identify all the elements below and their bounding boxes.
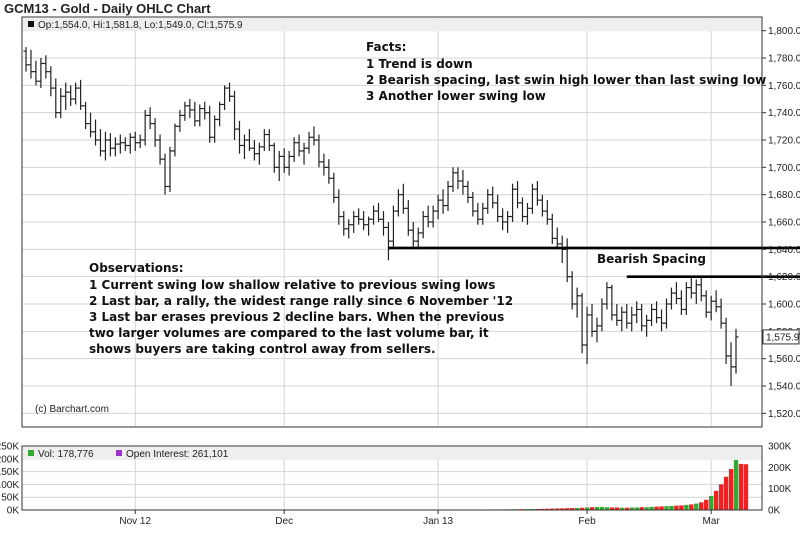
volume-bar (674, 506, 678, 510)
volume-bar (689, 504, 693, 510)
volume-tick-label: 0K (7, 506, 20, 517)
observations-line-5: shows buyers are taking control away fro… (89, 342, 436, 356)
volume-bar (744, 464, 748, 510)
volume-bar (704, 500, 708, 510)
price-tick-label: 1,800.0 (768, 26, 800, 37)
price-tick-label: 1,720.0 (768, 136, 800, 147)
observations-line-1: 1 Current swing low shallow relative to … (89, 278, 495, 292)
price-tick-label: 1,520.0 (768, 409, 800, 420)
volume-bar (669, 506, 673, 510)
price-tick-label: 1,740.0 (768, 108, 800, 119)
volume-bar (724, 477, 728, 510)
last-price-label: 1,575.9 (766, 332, 800, 343)
price-tick-label: 1,640.0 (768, 245, 800, 256)
oi-tick-label: 100K (768, 484, 792, 495)
observations-title: Observations: (89, 261, 184, 275)
time-tick-label: Feb (578, 516, 596, 527)
price-tick-label: 1,680.0 (768, 190, 800, 201)
volume-tick-label: 100K (0, 480, 19, 491)
credit-text: (c) Barchart.com (35, 404, 109, 415)
bearish-spacing-label: Bearish Spacing (597, 252, 706, 266)
volume-bar (684, 505, 688, 510)
price-tick-label: 1,560.0 (768, 354, 800, 365)
volume-bar (714, 491, 718, 510)
volume-bar (659, 506, 663, 510)
volume-bar (734, 459, 738, 510)
volume-bar (699, 502, 703, 510)
volume-bar (729, 469, 733, 510)
volume-tick-label: 50K (1, 493, 19, 504)
volume-bar (719, 484, 723, 510)
volume-bar (739, 464, 743, 510)
observations-line-3: 3 Last bar erases previous 2 decline bar… (89, 310, 504, 324)
volume-bar (679, 505, 683, 510)
oi-tick-label: 200K (768, 463, 792, 474)
facts-line-1: 1 Trend is down (366, 57, 473, 71)
ohlc-legend-text: Op:1,554.0, Hi:1,581.8, Lo:1,549.0, Cl:1… (38, 20, 243, 31)
price-tick-label: 1,620.0 (768, 272, 800, 283)
volume-legend-text: Vol: 178,776 (38, 449, 94, 460)
volume-bar (694, 504, 698, 510)
oi-legend-swatch (116, 450, 122, 456)
time-tick-label: Dec (275, 516, 293, 527)
volume-tick-label: 150K (0, 467, 19, 478)
time-tick-label: Nov 12 (119, 516, 151, 527)
oi-legend-text: Open Interest: 261,101 (126, 449, 229, 460)
ohlc-legend-swatch (28, 21, 34, 27)
oi-tick-label: 300K (768, 442, 792, 453)
chart-title: GCM13 - Gold - Daily OHLC Chart (4, 1, 211, 16)
facts-line-3: 3 Another lower swing low (366, 89, 546, 103)
volume-tick-label: 200K (0, 454, 19, 465)
price-tick-label: 1,660.0 (768, 218, 800, 229)
facts-title: Facts: (366, 40, 406, 54)
volume-legend-swatch (28, 450, 34, 456)
volume-bar (664, 506, 668, 510)
oi-tick-label: 0K (768, 506, 781, 517)
price-tick-label: 1,780.0 (768, 54, 800, 65)
price-tick-label: 1,700.0 (768, 163, 800, 174)
facts-line-2: 2 Bearish spacing, last swin high lower … (366, 73, 766, 87)
price-tick-label: 1,760.0 (768, 81, 800, 92)
price-tick-label: 1,600.0 (768, 300, 800, 311)
volume-bar (709, 496, 713, 510)
observations-line-4: two larger volumes are compared to the l… (89, 326, 489, 340)
time-tick-label: Jan 13 (423, 516, 453, 527)
time-tick-label: Mar (703, 516, 721, 527)
price-tick-label: 1,540.0 (768, 382, 800, 393)
volume-tick-label: 250K (0, 442, 19, 453)
observations-line-2: 2 Last bar, a rally, the widest range ra… (89, 294, 513, 308)
